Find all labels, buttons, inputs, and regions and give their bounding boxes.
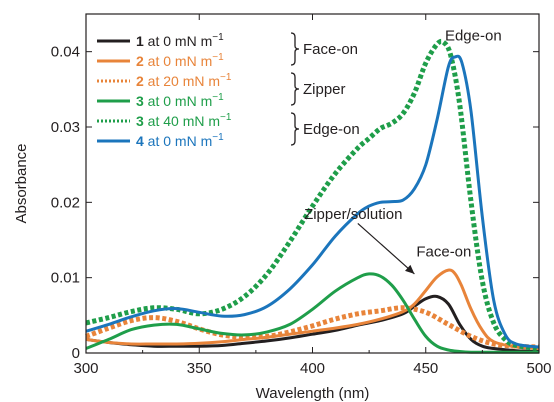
y-tick-label: 0.03: [51, 119, 80, 136]
x-tick-label: 450: [413, 360, 438, 377]
legend-entry-6: 4 at 0 mN m−1: [136, 132, 224, 149]
legend-superscript: −1: [212, 132, 224, 143]
annotation-3: Zipper/solution: [304, 206, 402, 223]
legend-superscript: −1: [212, 32, 224, 43]
legend-entry-2: 2 at 0 mN m−1: [136, 52, 224, 69]
legend-brace-groups: Face-on Zipper Edge-on: [290, 32, 360, 146]
x-tick-label: 300: [73, 360, 98, 377]
legend-label: at 0 mN m: [144, 33, 212, 49]
zipper-group-label: Zipper: [303, 81, 346, 98]
series-layer: [85, 38, 540, 354]
legend-label: at 40 mN m: [144, 113, 220, 129]
legend-superscript: −1: [212, 92, 224, 103]
legend-compound-id: 3: [136, 93, 144, 109]
face-on-group-label: Face-on: [303, 41, 358, 58]
legend-label: at 0 mN m: [144, 133, 212, 149]
legend-entry-4: 3 at 0 mN m−1: [136, 92, 224, 109]
y-tick-label: 0.01: [51, 270, 80, 287]
legend-superscript: −1: [220, 112, 232, 123]
legend-superscript: −1: [212, 52, 224, 63]
legend-label: at 0 mN m: [144, 93, 212, 109]
legend-compound-id: 4: [136, 133, 144, 149]
x-tick-label: 400: [300, 360, 325, 377]
legend-superscript: −1: [220, 72, 232, 83]
y-tick-label: 0: [72, 345, 80, 362]
zipper-brace: [290, 72, 300, 106]
annotation-2: Face-on: [416, 244, 471, 261]
annotations: Edge-on Face-on Zipper/solution: [304, 27, 502, 275]
y-tick-label: 0.04: [51, 44, 80, 61]
series-line-4: [85, 272, 539, 354]
annotation-arrow-line: [357, 222, 415, 275]
x-axis-label: Wavelength (nm): [256, 385, 370, 402]
legend-compound-id: 1: [136, 33, 144, 49]
legend: 1 at 0 mN m−12 at 0 mN m−12 at 20 mN m−1…: [97, 32, 232, 149]
annotation-1: Edge-on: [445, 27, 502, 44]
series-line-6: [85, 54, 540, 349]
series-line-2: [85, 268, 540, 350]
x-tick-label: 350: [187, 360, 212, 377]
legend-compound-id: 2: [136, 53, 144, 69]
series-line-3: [85, 305, 540, 350]
y-axis-label: Absorbance: [13, 143, 30, 223]
legend-compound-id: 3: [136, 113, 144, 129]
legend-entry-5: 3 at 40 mN m−1: [136, 112, 232, 129]
edge-on-brace: [290, 112, 300, 146]
legend-compound-id: 2: [136, 73, 144, 89]
y-tick-label: 0.02: [51, 194, 80, 211]
edge-on-group-label: Edge-on: [303, 121, 360, 138]
axis-ticks: 300 350 400 450 500 0 0.01 0.02 0.03 0.04: [51, 14, 552, 377]
x-tick-label: 500: [526, 360, 551, 377]
legend-label: at 20 mN m: [144, 73, 220, 89]
annotation-arrow-head: [405, 264, 415, 274]
legend-label: at 0 mN m: [144, 53, 212, 69]
legend-entry-1: 1 at 0 mN m−1: [136, 32, 224, 49]
series-line-5: [85, 38, 540, 351]
legend-entry-3: 2 at 20 mN m−1: [136, 72, 232, 89]
face-on-brace: [290, 32, 300, 66]
